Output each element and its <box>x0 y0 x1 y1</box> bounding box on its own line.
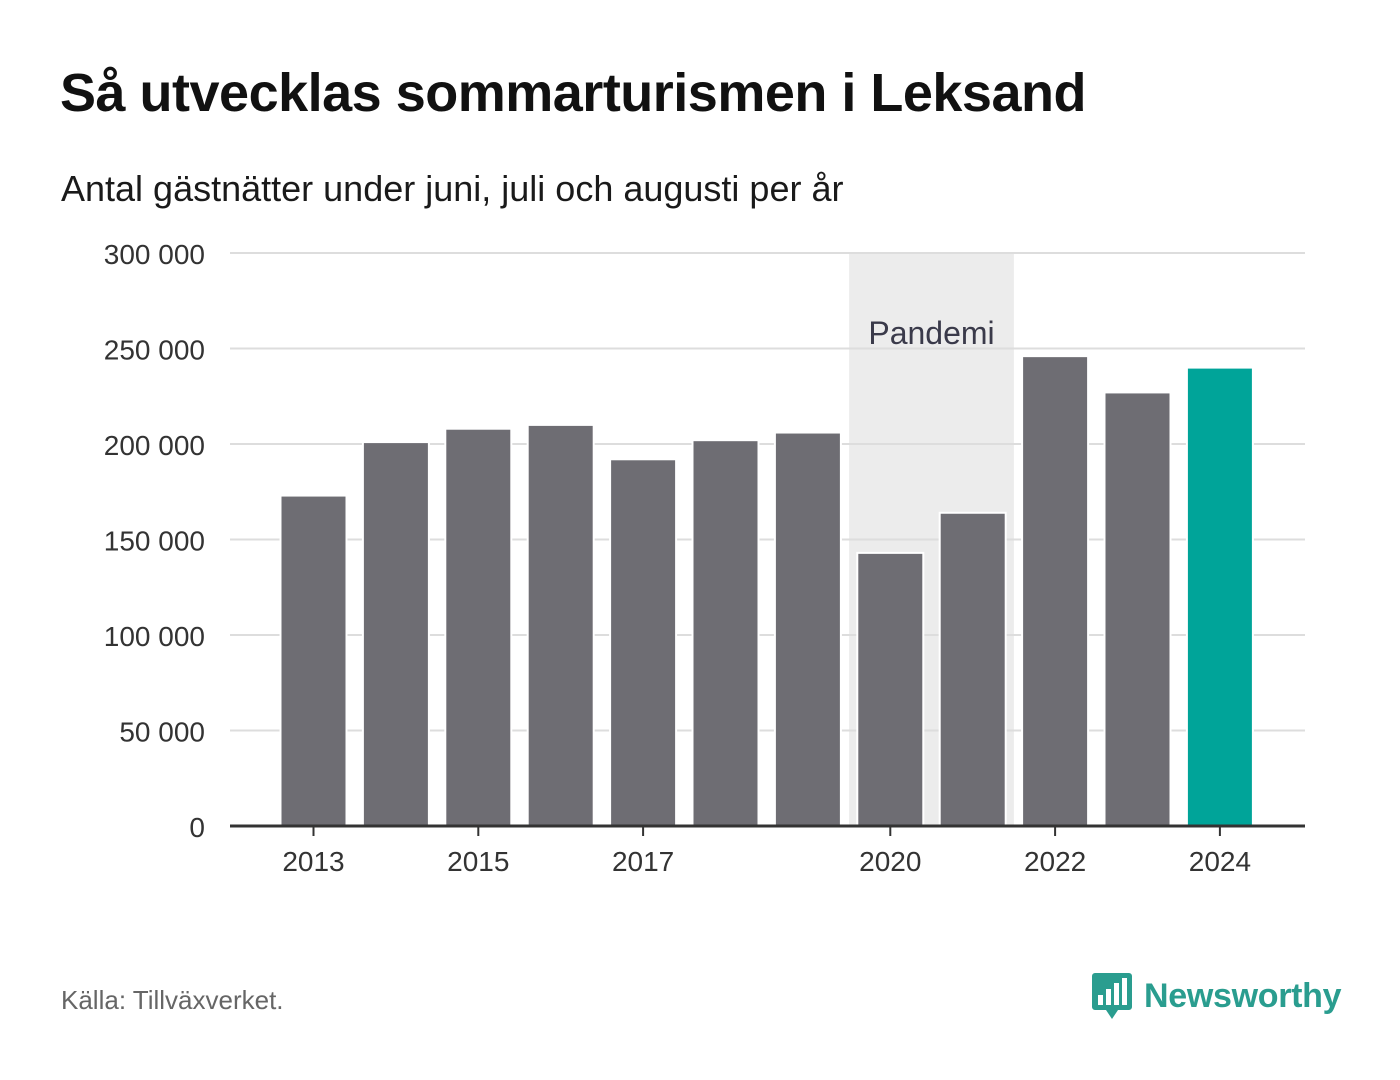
brand-logo: Newsworthy <box>1092 970 1342 1022</box>
x-tick-label: 2015 <box>447 846 509 877</box>
brand-name: Newsworthy <box>1144 976 1342 1015</box>
bar-2016 <box>526 423 595 827</box>
x-tick-label: 2013 <box>282 846 344 877</box>
bar-2024 <box>1185 366 1254 827</box>
chart-subtitle: Antal gästnätter under juni, juli och au… <box>61 168 844 209</box>
bar-2018 <box>691 439 760 827</box>
y-tick-label: 100 000 <box>104 621 205 652</box>
bar-2022 <box>1021 355 1090 827</box>
bar-2015 <box>444 427 513 827</box>
bar-2021 <box>938 511 1007 827</box>
bar-2013 <box>279 494 348 827</box>
y-tick-label: 0 <box>189 812 205 843</box>
y-tick-label: 300 000 <box>104 239 205 270</box>
bar-2017 <box>609 458 678 827</box>
y-tick-label: 150 000 <box>104 526 205 557</box>
x-tick-label: 2024 <box>1189 846 1251 877</box>
source-note: Källa: Tillväxverket. <box>61 985 284 1015</box>
y-tick-label: 50 000 <box>119 717 205 748</box>
bar-2020 <box>856 551 925 827</box>
bar-chart-speech-bubble-icon <box>1092 973 1132 1019</box>
bar-2019 <box>773 431 842 827</box>
bar-2014 <box>361 441 430 827</box>
pandemic-label: Pandemi <box>868 315 994 351</box>
y-tick-label: 250 000 <box>104 335 205 366</box>
x-tick-label: 2017 <box>612 846 674 877</box>
x-tick-label: 2020 <box>859 846 921 877</box>
bar-chart: 0 50 000 100 000 150 000 200 000 250 000 300 0… <box>104 239 1305 877</box>
bar-2023 <box>1103 391 1172 827</box>
y-tick-label: 200 000 <box>104 430 205 461</box>
x-tick-label: 2022 <box>1024 846 1086 877</box>
chart-title: Så utvecklas sommarturismen i Leksand <box>60 63 1086 123</box>
